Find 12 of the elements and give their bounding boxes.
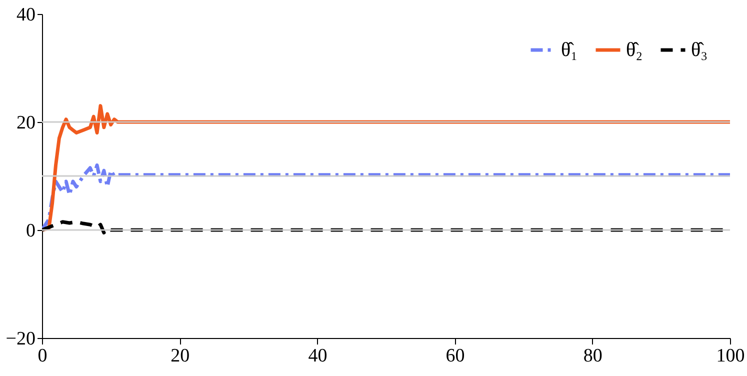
x-tick-label: 60 [446,346,465,366]
y-tick-label: 20 [16,112,36,134]
legend-label: θ̂₁ [561,39,578,61]
y-tick-label: 40 [16,4,36,26]
legend-label: θ̂₂ [626,39,643,61]
legend-label: θ̂₃ [691,39,708,61]
x-tick-label: 20 [170,346,190,366]
x-tick-label: 80 [583,346,602,366]
x-tick-label: 40 [308,346,328,366]
x-tick-label: 100 [716,346,745,366]
y-tick-label: −20 [6,328,36,350]
y-tick-label: 0 [26,220,36,242]
